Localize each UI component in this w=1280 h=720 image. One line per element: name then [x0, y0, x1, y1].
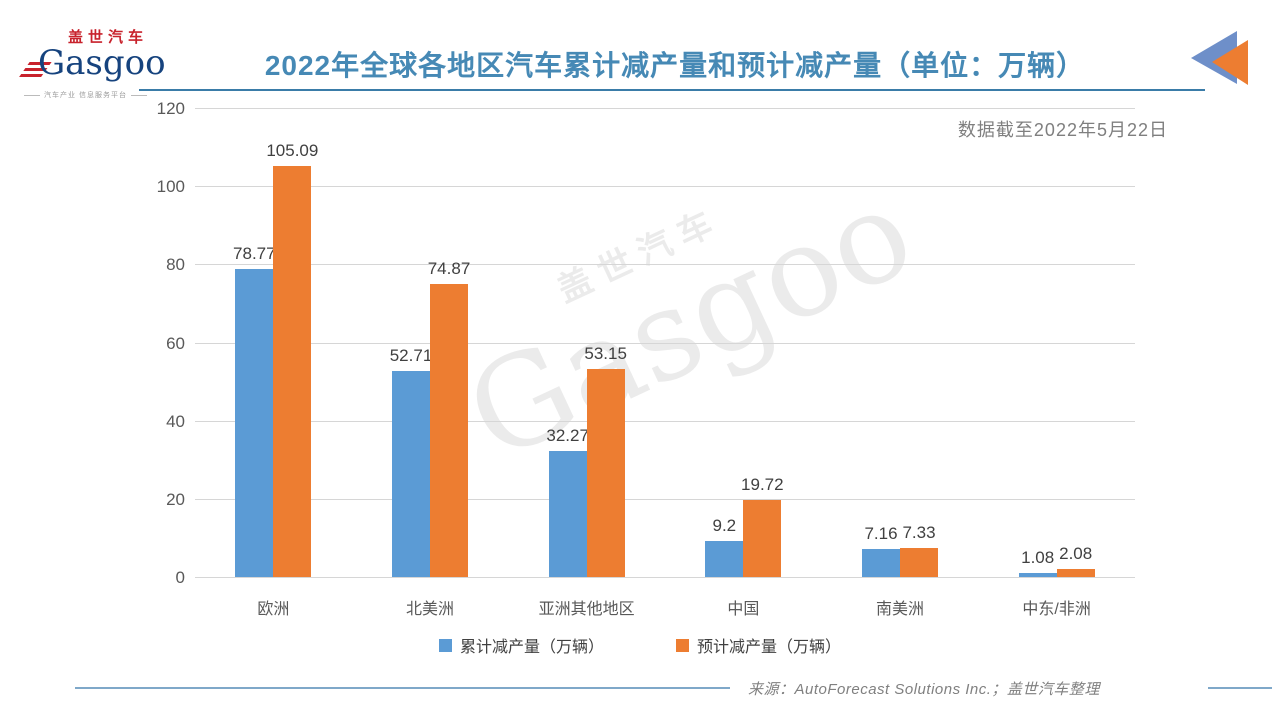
gridline-y-60 [195, 342, 1135, 344]
bar-forecast [586, 369, 625, 577]
gridline-y-0 [195, 577, 1135, 578]
bar-cumulative [548, 451, 587, 577]
legend-label: 累计减产量（万辆） [459, 639, 604, 656]
page-title: 2022年全球各地区汽车累计减产量和预计减产量（单位：万辆） [264, 50, 1086, 81]
bar-chart-plot-area: 0 20 40 60 80 100 120 78.77 105.09 欧洲 52.71 74.87 北美… [157, 100, 1135, 618]
logo-tagline: 汽车产业 信息服务平台 [24, 90, 174, 100]
category-label: 亚洲其他地区 [538, 601, 635, 618]
footer-line-left [75, 687, 730, 689]
category-label: 欧洲 [257, 601, 290, 618]
bar-cumulative [235, 269, 274, 577]
bar-value-label: 9.2 [712, 516, 737, 535]
y-tick-label: 60 [166, 333, 185, 353]
category-label: 南美洲 [875, 601, 925, 618]
bar-value-label: 53.15 [584, 344, 627, 363]
bar-cumulative [1018, 573, 1057, 577]
logo-wordmark: Gasgoo [18, 43, 174, 84]
gasgoo-logo: 盖世汽车 Gasgoo 汽车产业 信息服务平台 [18, 29, 174, 100]
corner-arrows-icon [1191, 31, 1248, 85]
gridline-y-120 [195, 108, 1135, 109]
category-label: 中东/非洲 [1022, 601, 1091, 618]
y-tick-label: 100 [156, 177, 185, 197]
data-cutoff-note: 数据截至2022年5月22日 [957, 120, 1168, 140]
header-divider [139, 89, 1205, 91]
chart-legend: 累计减产量（万辆） 预计减产量（万辆） [0, 633, 1280, 657]
bar-forecast [900, 548, 938, 577]
category-label: 北美洲 [405, 601, 455, 618]
bar-value-label: 19.72 [741, 475, 784, 494]
corner-arrow-orange [1212, 40, 1248, 85]
tagline-text: 汽车产业 信息服务平台 [44, 92, 127, 99]
legend-swatch [676, 638, 689, 652]
bar-value-label: 74.87 [427, 259, 471, 278]
bar-forecast [430, 284, 468, 577]
tagline-line-right [130, 94, 147, 96]
corner-arrow-blue [1191, 31, 1237, 84]
footer: 来源：AutoForecast Solutions Inc.；盖世汽车整理 [0, 678, 1280, 708]
legend-item: 累计减产量（万辆） [438, 633, 604, 657]
gridline-y-20 [195, 498, 1135, 500]
bar-value-label: 52.71 [389, 346, 433, 365]
gridline-y-100 [195, 186, 1135, 188]
bar-value-label: 1.08 [1021, 548, 1055, 567]
y-tick-label: 20 [166, 489, 185, 509]
bar-cumulative [392, 371, 430, 577]
bar-value-label: 32.27 [546, 426, 589, 445]
bar-value-label: 7.33 [902, 523, 936, 542]
bar-value-label: 78.77 [233, 244, 276, 263]
legend-item: 预计减产量（万辆） [676, 633, 841, 657]
category-label: 中国 [727, 601, 760, 618]
gridline-y-80 [195, 264, 1135, 266]
footer-line-right [1208, 687, 1272, 689]
bar-forecast [743, 500, 782, 577]
bar-value-label: 7.16 [864, 524, 898, 543]
y-tick-label: 0 [175, 568, 185, 587]
bar-cumulative [862, 549, 900, 577]
legend-swatch [438, 638, 452, 652]
legend-label: 预计减产量（万辆） [697, 639, 842, 656]
bar-forecast [1056, 569, 1095, 577]
y-tick-label: 80 [166, 255, 185, 275]
y-tick-label: 40 [166, 411, 185, 431]
source-attribution: 来源：AutoForecast Solutions Inc.；盖世汽车整理 [748, 681, 1100, 698]
gridline-y-40 [195, 420, 1135, 422]
tagline-line-left [24, 94, 40, 96]
bar-value-label: 105.09 [266, 141, 319, 160]
bar-value-label: 2.08 [1059, 544, 1093, 563]
y-tick-label: 120 [156, 99, 185, 118]
logo-chinese-name: 盖世汽车 [68, 29, 149, 46]
bar-cumulative [705, 541, 744, 577]
logo-english-name: Gasgoo [38, 43, 166, 83]
bar-forecast [273, 166, 312, 577]
